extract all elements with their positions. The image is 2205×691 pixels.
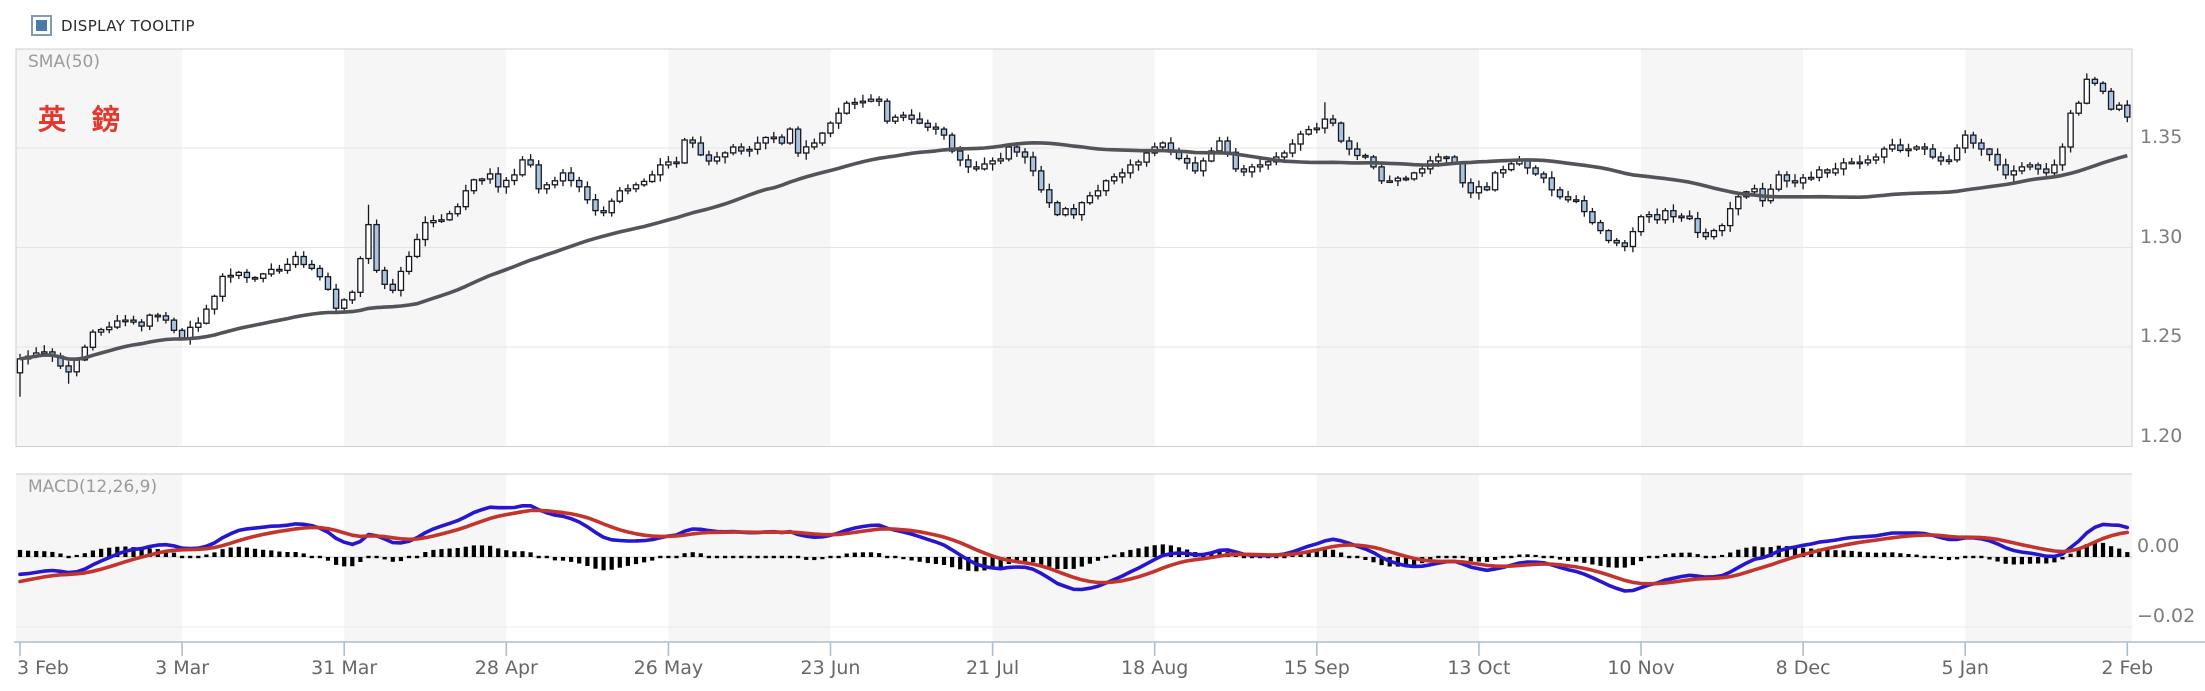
macd-histogram	[17, 542, 2130, 572]
x-axis-label: 26 May	[633, 657, 704, 679]
x-axis-label: 13 Oct	[1447, 657, 1511, 679]
price-axis-label: 1.20	[2140, 424, 2183, 447]
sma-overlay-label: SMA(50)	[28, 52, 100, 72]
x-axis-label: 2 Feb	[2101, 657, 2154, 679]
x-axis-label: 8 Dec	[1775, 657, 1831, 679]
instrument-title: 英 鎊	[38, 103, 128, 136]
macd-axis-label: 0.00	[2137, 535, 2180, 557]
x-axis-label: 5 Jan	[1941, 657, 1989, 679]
x-axis-label: 15 Sep	[1283, 657, 1350, 679]
price-axis-label: 1.30	[2140, 225, 2183, 248]
display-tooltip-toggle[interactable]: DISPLAY TOOLTIP	[31, 15, 195, 36]
sma-line	[19, 141, 2128, 361]
macd-axis-label: −0.02	[2137, 605, 2196, 627]
display-tooltip-checkbox[interactable]	[31, 15, 52, 36]
display-tooltip-label: DISPLAY TOOLTIP	[61, 16, 195, 35]
down-candles	[49, 78, 2131, 373]
x-axis-label: 3 Feb	[17, 657, 69, 679]
price-axis-label: 1.25	[2140, 325, 2183, 347]
x-axis-label: 10 Nov	[1607, 657, 1675, 679]
checkbox-checked-mark	[36, 20, 47, 31]
x-axis-label: 31 Mar	[311, 657, 378, 679]
x-axis-label: 3 Mar	[155, 657, 210, 679]
price-axis-label: 1.35	[2140, 126, 2183, 148]
x-axis-label: 28 Apr	[474, 657, 538, 679]
x-axis-label: 18 Aug	[1121, 657, 1189, 679]
x-axis-label: 23 Jun	[800, 657, 861, 679]
macd-signal-line	[18, 508, 2130, 586]
macd-indicator-label: MACD(12,26,9)	[28, 477, 158, 497]
x-axis-label: 21 Jul	[966, 657, 1020, 679]
